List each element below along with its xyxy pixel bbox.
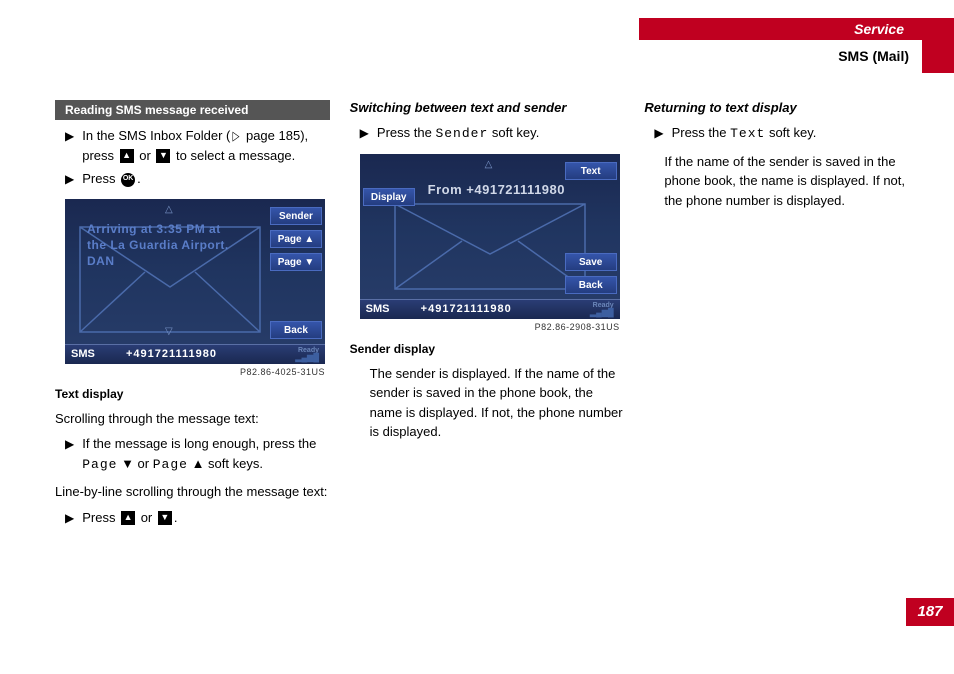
message-text: Arriving at 3:35 PM at the La Guardia Ai… [87, 221, 242, 270]
header-service: Service [639, 18, 954, 40]
sender-display-para: The sender is displayed. If the name of … [370, 364, 625, 442]
step-text: soft keys. [204, 456, 263, 471]
step-select-message: ▶ In the SMS Inbox Folder (▷ page 185), … [65, 126, 330, 165]
step-press-sender: ▶ Press the Sender soft key. [360, 123, 625, 144]
scroll-up-icon: △ [485, 159, 493, 170]
step-page-keys: ▶ If the message is long enough, press t… [65, 434, 330, 474]
section-title: Reading SMS message received [55, 100, 330, 120]
bullet-icon: ▶ [65, 509, 74, 527]
step-text: or [134, 456, 153, 471]
softkey-text[interactable]: Text [565, 162, 617, 180]
scroll-up-icon: △ [165, 204, 173, 215]
step-press-text: ▶ Press the Text soft key. [654, 123, 919, 144]
ok-button-icon: OK [121, 173, 135, 187]
returning-para: If the name of the sender is saved in th… [664, 152, 919, 211]
softkey-page-up[interactable]: Page ▲ [270, 230, 322, 248]
screen-mockup: △ Arriving at 3:35 PM at the La Guardia … [65, 199, 325, 364]
column-3: Returning to text display ▶ Press the Te… [644, 100, 919, 531]
bullet-icon: ▶ [654, 124, 663, 142]
softkey-sender[interactable]: Sender [270, 207, 322, 225]
step-text: In the SMS Inbox Folder ( [82, 128, 230, 143]
step-text: soft key. [765, 125, 816, 140]
step-text: to select a message. [172, 148, 295, 163]
bullet-icon: ▶ [65, 127, 74, 145]
step-text: Press the [672, 125, 731, 140]
returning-heading: Returning to text display [644, 100, 919, 115]
switching-heading: Switching between text and sender [350, 100, 625, 115]
softkey-display[interactable]: Display [363, 188, 415, 206]
status-label: SMS [366, 303, 421, 315]
down-arrow-icon: ▼ [158, 511, 172, 525]
figure-text-display: △ Arriving at 3:35 PM at the La Guardia … [65, 199, 325, 377]
status-bar: SMS +491721111980 Ready▂▄▆█ [360, 299, 620, 319]
up-arrow-icon: ▲ [121, 511, 135, 525]
bullet-icon: ▶ [65, 435, 74, 453]
signal-icon: Ready▂▄▆█ [295, 347, 319, 362]
softkey-text-label: Text [730, 126, 765, 141]
figure-sender-display: △ Display From +491721111980 Text Save B… [360, 154, 620, 332]
status-bar: SMS +491721111980 Ready▂▄▆█ [65, 344, 325, 364]
header-subtitle: SMS (Mail) [838, 48, 909, 64]
down-arrow-icon: ▼ [156, 149, 170, 163]
step-text: Press [82, 510, 119, 525]
scroll-intro: Scrolling through the message text: [55, 409, 330, 429]
step-text: soft key. [488, 125, 539, 140]
bullet-icon: ▶ [360, 124, 369, 142]
sender-display-heading: Sender display [350, 342, 625, 356]
step-text: Press [82, 171, 119, 186]
screen-mockup: △ Display From +491721111980 Text Save B… [360, 154, 620, 319]
content-columns: Reading SMS message received ▶ In the SM… [55, 100, 919, 531]
step-text: Press the [377, 125, 436, 140]
step-arrow-keys: ▶ Press ▲ or ▼. [65, 508, 330, 528]
softkeys-right: Sender Page ▲ Page ▼ [270, 207, 322, 271]
softkeys-right: Text [565, 162, 617, 180]
crossref-icon: ▷ [233, 126, 240, 146]
figure-caption: P82.86-2908-31US [360, 322, 620, 332]
line-scroll-intro: Line-by-line scrolling through the messa… [55, 482, 330, 502]
figure-caption: P82.86-4025-31US [65, 367, 325, 377]
step-press-ok: ▶ Press OK. [65, 169, 330, 189]
page-ref: page 185 [242, 128, 300, 143]
softkey-back[interactable]: Back [565, 276, 617, 294]
step-text: or [137, 510, 156, 525]
column-2: Switching between text and sender ▶ Pres… [350, 100, 625, 531]
bullet-icon: ▶ [65, 170, 74, 188]
status-phone: +491721111980 [421, 303, 590, 315]
envelope-icon [390, 199, 590, 294]
softkey-page-down[interactable]: Page ▼ [270, 253, 322, 271]
step-text: . [137, 171, 141, 186]
step-text: . [174, 510, 178, 525]
scroll-down-icon: ▽ [165, 326, 173, 337]
signal-icon: Ready▂▄▆█ [590, 302, 614, 317]
page-number: 187 [906, 598, 954, 626]
softkey-sender-label: Sender [435, 126, 488, 141]
softkey-page-label: Page [82, 457, 117, 472]
text-display-heading: Text display [55, 387, 330, 401]
from-text: From +491721111980 [428, 182, 565, 197]
status-phone: +491721111980 [126, 348, 295, 360]
softkey-page-label: Page [153, 457, 188, 472]
status-label: SMS [71, 348, 126, 360]
step-text: If the message is long enough, press the [82, 436, 316, 451]
softkey-back[interactable]: Back [270, 321, 322, 339]
softkey-save[interactable]: Save [565, 253, 617, 271]
step-text: or [136, 148, 155, 163]
column-1: Reading SMS message received ▶ In the SM… [55, 100, 330, 531]
up-arrow-icon: ▲ [120, 149, 134, 163]
